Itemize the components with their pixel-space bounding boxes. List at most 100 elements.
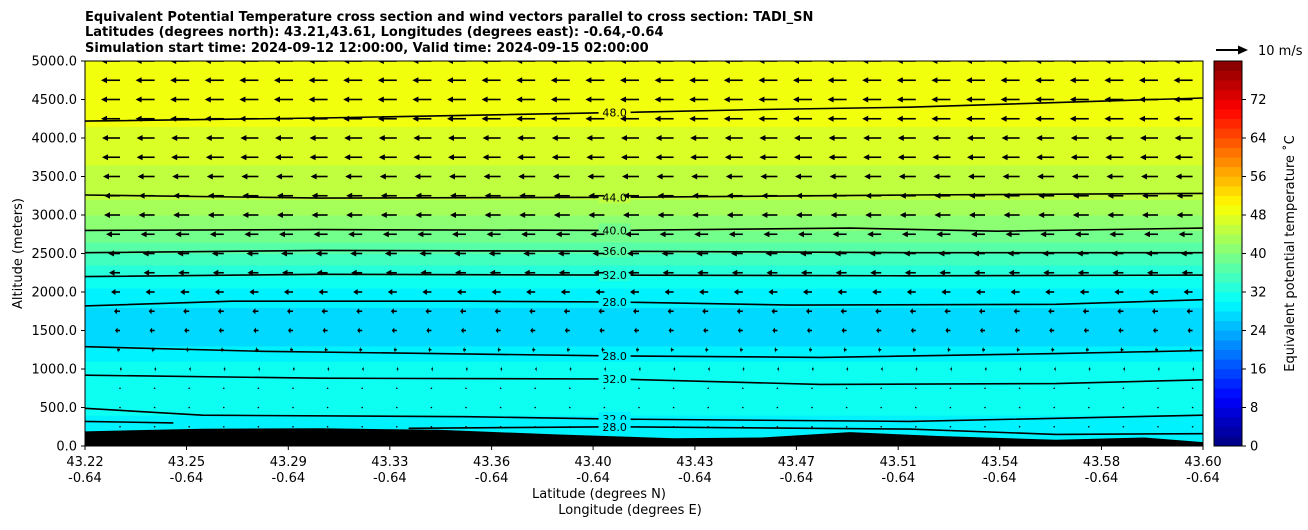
y-tick-label: 500.0 (40, 401, 77, 416)
colorbar-segment (1214, 310, 1242, 322)
wind-vector-head (204, 96, 211, 103)
field-band (85, 256, 1203, 262)
colorbar-segment (1214, 176, 1242, 187)
wind-vector-head (899, 192, 906, 199)
x-tick-label-lon: -0.64 (881, 471, 915, 486)
wind-vector-head (253, 327, 256, 334)
wind-vector-head (1045, 289, 1050, 295)
wind-vector-head (690, 135, 697, 141)
wind-vector-head (623, 212, 629, 218)
wind-vector-head (1005, 231, 1012, 238)
wind-vector-dot (257, 387, 260, 390)
colorbar-segment (1214, 185, 1242, 197)
wind-vector-head (274, 96, 280, 103)
wind-vector-head (1141, 173, 1147, 180)
field-band (85, 176, 1203, 181)
wind-vector-head (736, 308, 740, 315)
wind-vector-head (536, 366, 537, 372)
wind-vector-head (284, 289, 289, 295)
wind-vector-head (1042, 250, 1049, 257)
contour-label-bg (598, 372, 631, 386)
wind-vector-head (1035, 115, 1042, 122)
wind-vector-head (140, 231, 147, 238)
field-band (85, 160, 1203, 166)
colorbar-segment (1214, 253, 1242, 264)
wind-vector-head (623, 192, 629, 199)
field-band (85, 337, 1203, 343)
wind-vector-head (807, 327, 810, 334)
wind-vector-dot (153, 406, 156, 409)
x-tick-label-lon: -0.64 (780, 471, 814, 486)
field-band (85, 149, 1203, 154)
wind-vector-head (239, 115, 246, 122)
wind-vector-head (484, 192, 491, 199)
field-band (85, 75, 1203, 81)
wind-vector-head (308, 115, 315, 122)
contour-label: 32.0 (602, 373, 627, 386)
wind-vector-head (460, 308, 463, 315)
wind-vector-head (725, 173, 732, 180)
wind-vector-head (621, 154, 627, 161)
wind-vector-dot (257, 406, 260, 409)
colorbar-tick-label: 32 (1250, 286, 1267, 301)
wind-vector-dot (949, 425, 952, 428)
wind-vector-head (1144, 231, 1150, 238)
wind-vector-head (346, 212, 353, 218)
wind-vector-head (796, 212, 802, 218)
wind-vector-dot (223, 406, 225, 409)
wind-vector-head (137, 173, 144, 180)
wind-vector-head (759, 154, 766, 161)
wind-vector-head (211, 250, 218, 257)
wind-vector-head (865, 192, 872, 199)
wind-vector-head (794, 135, 800, 141)
colorbar-segment (1214, 233, 1242, 245)
wind-vector-head (173, 192, 180, 199)
wind-vector-head (343, 96, 350, 103)
wind-vector-head (377, 115, 384, 122)
wind-vector-dot (534, 406, 536, 409)
wind-vector-head (733, 289, 739, 295)
wind-vector-head (447, 77, 453, 84)
field-band (85, 318, 1203, 324)
wind-vector-head (1048, 308, 1052, 315)
colorbar-tick-label: 8 (1250, 401, 1258, 416)
x-tick-label-lat: 43.60 (1184, 455, 1221, 470)
wind-vector-head (313, 231, 320, 238)
x-tick-label-lat: 43.58 (1083, 455, 1120, 470)
wind-vector-head (553, 192, 560, 199)
wind-vector-head (205, 154, 212, 161)
wind-vector-dot (292, 425, 294, 428)
wind-vector-head (1174, 135, 1181, 141)
wind-vector-head (932, 154, 939, 161)
wind-vector-head (415, 212, 422, 218)
wind-vector-head (351, 269, 357, 276)
wind-vector-head (343, 61, 350, 64)
wind-vector-head (705, 346, 707, 353)
colorbar-segment (1214, 339, 1242, 351)
wind-vector-head (872, 289, 877, 295)
wind-vector-head (982, 346, 984, 353)
wind-vector-head (135, 61, 142, 64)
wind-vector-head (654, 77, 661, 84)
colorbar-segment (1214, 301, 1242, 312)
wind-vector-head (1146, 250, 1152, 257)
wind-vector-dot (153, 425, 156, 428)
wind-vector-head (344, 135, 351, 141)
wind-vector-head (800, 250, 806, 257)
wind-vector-head (255, 346, 257, 353)
wind-vector-head (1070, 135, 1077, 141)
wind-vector-head (1117, 308, 1121, 315)
wind-vector-head (1038, 192, 1045, 199)
wind-vector-head (428, 346, 430, 353)
wind-vector-head (1124, 366, 1125, 372)
wind-vector-head (793, 77, 799, 84)
field-band (85, 295, 1203, 301)
wind-vector-head (863, 135, 870, 141)
wind-vector-head (207, 192, 214, 199)
x-tick-label-lon: -0.64 (170, 471, 204, 486)
wind-vector-head (143, 269, 150, 276)
wind-vector-head (101, 115, 107, 122)
wind-vector-dot (188, 406, 190, 409)
wind-vector-head (1085, 346, 1088, 353)
field-band (85, 64, 1203, 70)
